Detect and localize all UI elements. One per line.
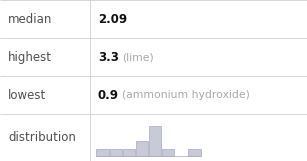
Text: 3.3: 3.3: [98, 51, 127, 63]
Text: distribution: distribution: [8, 131, 76, 144]
Bar: [188, 148, 200, 156]
Text: (lime): (lime): [122, 52, 154, 62]
Text: median: median: [8, 13, 52, 25]
Bar: [96, 148, 109, 156]
Bar: [136, 141, 148, 156]
Text: lowest: lowest: [8, 89, 46, 101]
Bar: [123, 148, 135, 156]
Text: 0.9: 0.9: [98, 89, 127, 101]
Text: highest: highest: [8, 51, 52, 63]
Bar: [162, 148, 174, 156]
Bar: [110, 148, 122, 156]
Text: 3.3: 3.3: [98, 51, 119, 63]
Text: (ammonium hydroxide): (ammonium hydroxide): [122, 90, 251, 100]
Bar: [149, 126, 161, 156]
Text: 2.09: 2.09: [98, 13, 127, 25]
Text: 0.9: 0.9: [98, 89, 119, 101]
